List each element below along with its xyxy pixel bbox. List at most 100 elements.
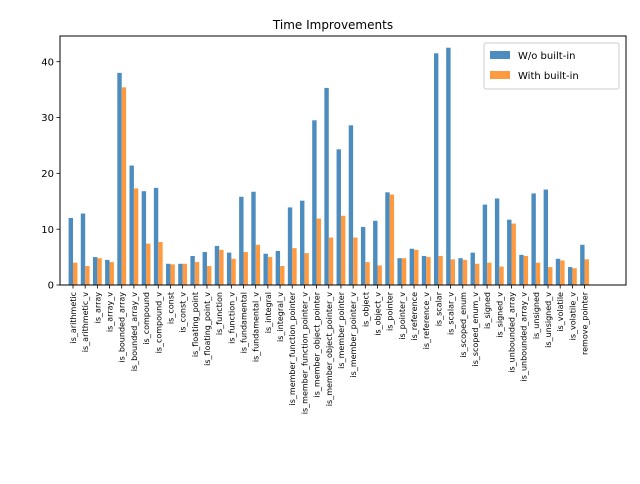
x-tick-label: is_scoped_enum_v [471, 292, 480, 367]
x-tick-label: is_floating_point_v [203, 292, 212, 366]
bar-without-builtin [543, 189, 549, 285]
x-tick-label: is_unbounded_array_v [520, 292, 529, 382]
bar-without-builtin [275, 250, 281, 285]
bar-without-builtin [494, 198, 500, 285]
x-tick-label: is_arithmetic [69, 292, 78, 343]
x-axis: is_arithmetic is_arithmetic_v is_array is_a… [69, 285, 590, 414]
bar-without-builtin [507, 219, 512, 285]
bar-without-builtin [117, 72, 122, 285]
bar-with-builtin [474, 263, 480, 285]
bar-with-builtin [499, 266, 504, 285]
x-tick-label: is_member_pointer_v [349, 292, 358, 378]
bar-without-builtin [348, 125, 354, 285]
bar-without-builtin [202, 252, 207, 285]
bar-without-builtin [239, 196, 244, 285]
bar-without-builtin [421, 255, 427, 285]
x-tick-label: is_scalar_v [447, 292, 456, 335]
bar-without-builtin [446, 47, 451, 285]
bar-without-builtin [470, 252, 475, 285]
bar-with-builtin [328, 237, 334, 285]
bar-without-builtin [312, 120, 317, 285]
bar-without-builtin [567, 267, 573, 285]
bar-without-builtin [92, 257, 98, 285]
bar-with-builtin [487, 262, 492, 285]
x-tick-label: is_integral_v [276, 292, 285, 342]
bar-without-builtin [409, 248, 415, 285]
bar-without-builtin [226, 252, 232, 285]
bar-without-builtin [519, 254, 524, 285]
x-tick-label: is_const [166, 292, 175, 324]
bar-with-builtin [572, 268, 577, 285]
x-tick-label: is_fundamental [240, 292, 249, 353]
bar-with-builtin [206, 266, 212, 285]
x-tick-label: is_object_v [374, 292, 383, 336]
bar-with-builtin [584, 259, 589, 285]
x-tick-label: is_signed [483, 292, 492, 329]
bar-with-builtin [401, 258, 407, 285]
legend-label: With built-in [518, 71, 579, 82]
x-tick-label: is_pointer_v [398, 292, 407, 340]
bar-without-builtin [190, 255, 195, 285]
x-tick-label: is_function_v [227, 292, 236, 344]
x-tick-label: is_integral [264, 292, 273, 333]
x-tick-label: is_unsigned_v [544, 292, 553, 348]
plot-frame [59, 35, 627, 286]
bar-with-builtin [365, 262, 370, 285]
y-tick-label: 40 [41, 57, 54, 68]
x-tick-label: is_member_object_pointer_v [325, 292, 334, 406]
bar-with-builtin [304, 253, 309, 285]
x-tick-label: is_floating_point [191, 292, 200, 357]
bar-without-builtin [373, 220, 378, 285]
bar-without-builtin [214, 245, 220, 285]
legend-label: W/o built-in [518, 51, 575, 62]
bar-with-builtin [280, 266, 285, 285]
bar-with-builtin [121, 87, 127, 285]
bar-with-builtin [560, 260, 565, 285]
bar-with-builtin [316, 218, 321, 285]
bar-with-builtin [292, 248, 297, 285]
bar-with-builtin [182, 263, 188, 285]
y-tick-label: 0 [48, 281, 54, 292]
bar-with-builtin [426, 257, 431, 285]
bar-without-builtin [397, 258, 402, 285]
bar-without-builtin [141, 191, 147, 285]
x-tick-label: is_array_v [106, 292, 115, 332]
bar-with-builtin [109, 262, 114, 285]
bar-without-builtin [68, 218, 73, 285]
bar-with-builtin [194, 262, 200, 285]
x-tick-label: is_arithmetic_v [81, 292, 90, 352]
x-tick-label: is_compound [142, 292, 151, 345]
x-tick-label: is_signed_v [495, 292, 504, 338]
bar-with-builtin [255, 244, 261, 285]
bar-with-builtin [511, 223, 516, 285]
bar-without-builtin [300, 200, 305, 285]
y-tick-label: 20 [41, 169, 54, 180]
legend-swatch [490, 71, 510, 79]
x-tick-label: is_unsigned [532, 292, 541, 339]
bar-without-builtin [580, 244, 585, 285]
bar-with-builtin [133, 188, 139, 285]
bar-without-builtin [385, 192, 390, 285]
bar-without-builtin [153, 187, 159, 285]
bar-without-builtin [80, 213, 86, 285]
x-tick-label: is_scalar [434, 291, 443, 326]
bar-with-builtin [97, 258, 102, 285]
x-tick-label: is_unbounded_array [507, 292, 516, 373]
bar-with-builtin [438, 255, 443, 285]
x-tick-label: is_object [361, 292, 370, 327]
bar-without-builtin [263, 253, 268, 285]
x-tick-label: is_const_v [179, 292, 188, 333]
bar-with-builtin [243, 252, 248, 285]
y-axis: 0 10 20 30 40 [41, 57, 60, 292]
x-tick-label: is_reference [410, 292, 419, 341]
x-tick-label: is_member_function_pointer [288, 291, 297, 405]
bar-with-builtin [414, 249, 419, 285]
x-tick-label: is_compound_v [154, 292, 163, 354]
bar-with-builtin [377, 265, 382, 285]
bar-with-builtin [450, 259, 455, 285]
bar-without-builtin [105, 259, 110, 285]
legend-swatch [490, 51, 510, 59]
bar-with-builtin [389, 194, 395, 285]
x-tick-label: is_function [215, 292, 224, 335]
